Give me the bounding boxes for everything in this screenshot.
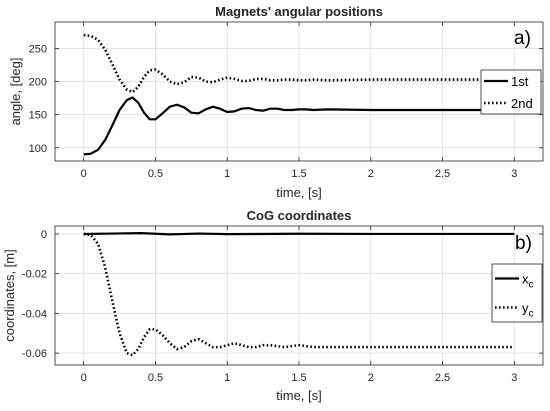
x-tick-label: 2: [368, 372, 374, 384]
legend-entry: 1st: [511, 74, 529, 89]
x-tick-label: 1: [224, 168, 230, 180]
x-tick-label: 0: [81, 168, 87, 180]
y-tick-label: -0.06: [22, 348, 47, 360]
x-tick-label: 0.5: [148, 372, 163, 384]
y-tick-label: -0.04: [22, 308, 47, 320]
chart-panel-2: 0 0.5 1 1.5 2 2.5 3 0 -0.02 -0.04 -0.06 CoG coordin…: [2, 208, 544, 403]
y-tick-label: 200: [29, 77, 47, 89]
chart-title: CoG coordinates: [247, 208, 352, 223]
y-tick-label: 250: [29, 43, 47, 55]
y-tick-label: 100: [29, 143, 47, 155]
x-axis-label: time, [s]: [276, 185, 322, 200]
y-axis-label: angle, [deg]: [8, 58, 23, 126]
series-line-1st: [83, 96, 515, 156]
x-tick-label: 3: [511, 168, 517, 180]
y-tick-label: -0.02: [22, 269, 47, 281]
x-tick-label: 1.5: [291, 168, 306, 180]
y-axis-label: coordinates, [m]: [2, 249, 17, 342]
x-tick-label: 3: [511, 372, 517, 384]
panel-label: b): [515, 233, 532, 254]
x-tick-label: 1: [224, 372, 230, 384]
series-line-x: [83, 232, 515, 236]
y-tick-label: 0: [41, 229, 47, 241]
legend-entry: yc: [522, 301, 534, 320]
x-tick-label: 0.5: [148, 168, 163, 180]
y-tick-label: 150: [29, 110, 47, 122]
legend-entry-subscript: c: [529, 309, 534, 320]
series-line-y: [83, 232, 515, 357]
chart-title: Magnets' angular positions: [215, 4, 383, 19]
legend-box: [480, 69, 542, 115]
panel-label: a): [514, 28, 531, 49]
x-axis-label: time, [s]: [276, 388, 322, 403]
legend-entry-subscript: c: [529, 280, 534, 291]
x-tick-label: 2.5: [435, 372, 450, 384]
legend-box: [491, 263, 543, 323]
x-tick-label: 0: [81, 372, 87, 384]
legend: xc yc: [491, 263, 543, 323]
chart-panel-1: 0 0.5 1 1.5 2 2.5 3 100 150 200 250 Magnets' angula…: [8, 4, 544, 200]
legend-entry: 2nd: [511, 96, 533, 111]
series-line-2nd: [83, 33, 515, 94]
x-tick-label: 2: [368, 168, 374, 180]
legend-entry: xc: [522, 272, 534, 291]
x-tick-label: 2.5: [435, 168, 450, 180]
x-tick-label: 1.5: [291, 372, 306, 384]
